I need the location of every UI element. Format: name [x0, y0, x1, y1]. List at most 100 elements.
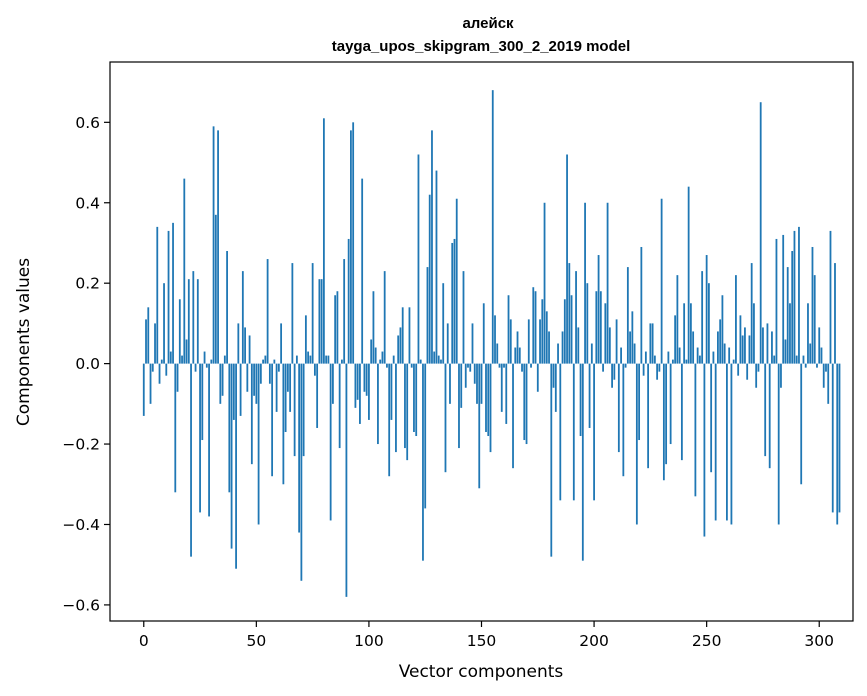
bar-116	[404, 363, 406, 449]
bar-200	[593, 363, 595, 501]
bar-145	[469, 363, 472, 372]
y-tick-label: 0.6	[75, 114, 100, 132]
bar-196	[584, 202, 586, 364]
bar-115	[401, 307, 404, 364]
bar-146	[471, 323, 474, 364]
bar-27	[203, 351, 206, 364]
bar-157	[496, 343, 499, 364]
bar-111	[392, 355, 395, 364]
bar-239	[680, 363, 683, 461]
bar-149	[478, 363, 481, 489]
y-axis-ticks: −0.6 −0.4 −0.2 0.0 0.2 0.4 0.6	[62, 114, 110, 614]
bar-88	[341, 359, 343, 364]
bar-153	[487, 363, 490, 437]
bar-198	[588, 363, 591, 428]
x-tick-label: 100	[354, 632, 384, 650]
bar-227	[653, 355, 656, 364]
bar-301	[820, 347, 823, 364]
plot-frame	[109, 61, 854, 622]
bar-23	[194, 363, 197, 372]
bar-228	[656, 363, 659, 380]
bar-118	[408, 307, 411, 364]
bar-138	[453, 238, 456, 364]
bar-166	[516, 331, 519, 364]
bar-6	[156, 226, 159, 364]
bar-168	[521, 363, 523, 372]
bar-237	[676, 275, 679, 364]
bar-14	[174, 363, 177, 493]
bar-167	[518, 347, 521, 364]
bar-271	[753, 303, 755, 364]
bar-203	[599, 291, 602, 364]
x-tick-label: 0	[139, 632, 149, 650]
bar-93	[352, 122, 355, 364]
bar-133	[442, 283, 445, 364]
bar-254	[714, 363, 717, 521]
bar-161	[505, 363, 508, 424]
bar-191	[572, 363, 575, 501]
bar-219	[635, 363, 638, 525]
bar-223	[644, 351, 647, 364]
bar-8	[160, 359, 163, 364]
bar-295	[807, 303, 809, 364]
bar-202	[597, 255, 600, 364]
bar-132	[440, 359, 442, 364]
y-tick-label: −0.2	[62, 436, 100, 454]
bar-261	[730, 363, 733, 525]
bar-273	[757, 363, 760, 372]
bar-129	[433, 351, 436, 364]
bar-76	[313, 363, 316, 376]
bar-158	[498, 363, 501, 368]
bar-164	[512, 363, 514, 469]
bar-303	[825, 363, 827, 372]
bar-45	[244, 327, 246, 364]
bar-20	[187, 279, 190, 364]
bar-287	[789, 303, 791, 364]
bar-29	[208, 363, 210, 517]
bar-85	[334, 295, 337, 364]
bar-131	[437, 355, 440, 364]
chart-title: алейск	[462, 15, 514, 32]
bar-44	[241, 271, 244, 364]
bar-90	[345, 363, 348, 597]
bar-109	[388, 363, 391, 477]
bar-119	[410, 363, 413, 368]
bar-106	[381, 351, 384, 364]
bar-35	[221, 363, 224, 396]
bar-264	[737, 363, 740, 376]
bar-243	[689, 303, 692, 364]
bar-104	[377, 363, 379, 445]
bar-74	[309, 355, 312, 364]
bar-255	[717, 331, 719, 364]
bar-275	[762, 327, 764, 364]
bar-51	[257, 363, 260, 525]
bar-124	[422, 363, 424, 561]
bar-77	[316, 363, 319, 428]
bar-282	[777, 363, 780, 525]
bar-154	[489, 363, 492, 453]
bar-292	[800, 363, 803, 485]
bar-92	[350, 130, 352, 364]
bar-102	[372, 291, 375, 364]
bar-50	[255, 363, 258, 404]
bar-33	[217, 130, 219, 364]
bar-231	[662, 363, 665, 481]
bar-34	[219, 363, 222, 404]
bar-147	[473, 363, 476, 384]
bar-62	[282, 363, 285, 485]
x-axis-label: Vector components	[399, 662, 564, 682]
bar-290	[795, 355, 798, 364]
bar-156	[494, 315, 496, 364]
bar-280	[773, 355, 776, 364]
bar-183	[554, 363, 557, 412]
bar-139	[455, 198, 458, 364]
bar-177	[541, 299, 544, 364]
bar-222	[642, 363, 645, 376]
bar-96	[359, 363, 361, 424]
bar-144	[467, 363, 469, 368]
bar-306	[831, 363, 834, 513]
bar-172	[530, 363, 532, 368]
bar-257	[721, 295, 724, 364]
bar-59	[275, 363, 278, 412]
bar-293	[802, 355, 805, 364]
